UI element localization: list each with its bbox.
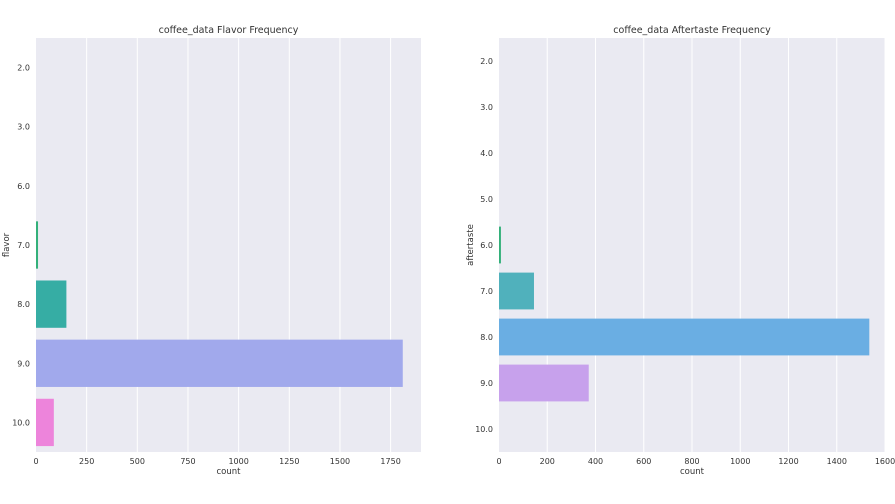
chart-1-bar-6 bbox=[499, 318, 870, 356]
chart-1-xtick-label-8: 1600 bbox=[875, 457, 895, 466]
chart-1-xtick-label-4: 800 bbox=[684, 457, 699, 466]
chart-1-ytick-label-2: 4.0 bbox=[480, 149, 493, 158]
chart-0-plot-area bbox=[36, 38, 421, 452]
chart-0-bar-6 bbox=[36, 398, 54, 447]
chart-0-xlabel: count bbox=[217, 467, 242, 477]
chart-1-xtick-label-3: 600 bbox=[636, 457, 651, 466]
chart-0-bar-5 bbox=[36, 339, 403, 387]
chart-1-xlabel: count bbox=[680, 467, 705, 477]
chart-0-ytick-label-3: 7.0 bbox=[17, 241, 30, 250]
chart-0-ytick-label-6: 10.0 bbox=[12, 418, 30, 427]
chart-1-ytick-label-0: 2.0 bbox=[480, 57, 493, 66]
chart-0-ytick-label-5: 9.0 bbox=[17, 359, 30, 368]
chart-1-xtick-label-1: 200 bbox=[540, 457, 555, 466]
chart-1-ytick-label-5: 7.0 bbox=[480, 287, 493, 296]
chart-1-bar-5 bbox=[499, 272, 534, 310]
chart-0-xtick-label-7: 1750 bbox=[380, 457, 400, 466]
chart-1-ytick-label-6: 8.0 bbox=[480, 333, 493, 342]
chart-0-bar-3 bbox=[36, 221, 39, 269]
chart-1-title: coffee_data Aftertaste Frequency bbox=[613, 25, 771, 36]
chart-1-ytick-label-4: 6.0 bbox=[480, 241, 493, 250]
chart-1-xtick-label-2: 400 bbox=[588, 457, 603, 466]
chart-0-title: coffee_data Flavor Frequency bbox=[159, 25, 299, 36]
chart-0-xtick-label-4: 1000 bbox=[228, 457, 248, 466]
chart-0-ylabel: flavor bbox=[2, 232, 12, 257]
chart-1-xtick-label-5: 1000 bbox=[730, 457, 750, 466]
chart-1-xtick-label-0: 0 bbox=[496, 457, 501, 466]
chart-1-ytick-label-8: 10.0 bbox=[475, 425, 493, 434]
chart-1-xtick-label-6: 1200 bbox=[778, 457, 798, 466]
chart-1-ylabel: aftertaste bbox=[466, 224, 476, 266]
chart-0-xtick-label-1: 250 bbox=[79, 457, 94, 466]
chart-1-ytick-label-7: 9.0 bbox=[480, 379, 493, 388]
chart-0-bar-4 bbox=[36, 280, 67, 328]
chart-0-ytick-label-2: 6.0 bbox=[17, 182, 30, 191]
chart-1-bar-4 bbox=[499, 226, 501, 264]
chart-1-ytick-label-3: 5.0 bbox=[480, 195, 493, 204]
chart-0-xtick-label-3: 750 bbox=[180, 457, 195, 466]
chart-0-ytick-label-0: 2.0 bbox=[17, 64, 30, 73]
chart-0-xtick-label-5: 1250 bbox=[279, 457, 299, 466]
chart-0-xtick-label-6: 1500 bbox=[330, 457, 350, 466]
chart-0-ytick-label-1: 3.0 bbox=[17, 123, 30, 132]
chart-1-xtick-label-7: 1400 bbox=[827, 457, 847, 466]
chart-0-ytick-label-4: 8.0 bbox=[17, 300, 30, 309]
chart-0-xtick-label-0: 0 bbox=[33, 457, 38, 466]
chart-1-bar-7 bbox=[499, 364, 589, 402]
chart-0-xtick-label-2: 500 bbox=[130, 457, 145, 466]
chart-1-ytick-label-1: 3.0 bbox=[480, 103, 493, 112]
